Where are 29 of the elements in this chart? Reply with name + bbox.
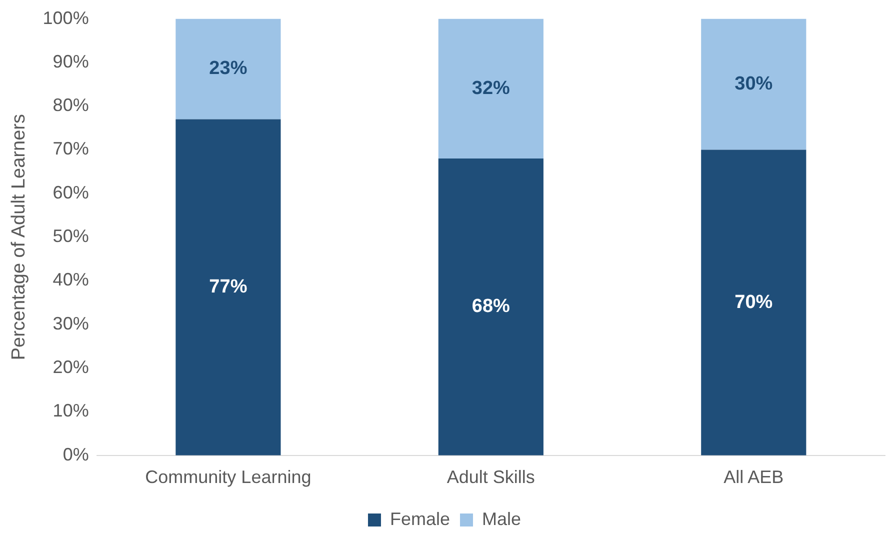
y-tick-label: 30%	[52, 313, 89, 334]
bar	[176, 119, 281, 456]
y-axis-title: Percentage of Adult Learners	[8, 114, 30, 360]
data-label: 68%	[472, 296, 510, 318]
x-tick-label: All AEB	[724, 467, 784, 488]
bar	[438, 18, 544, 159]
y-tick-label: 0%	[62, 444, 89, 464]
bar	[438, 158, 544, 456]
data-label: 70%	[734, 292, 773, 313]
y-tick-label: 10%	[52, 400, 89, 421]
bar	[176, 18, 281, 120]
y-tick-label: 90%	[52, 51, 89, 72]
x-tick-label: Community Learning	[145, 467, 312, 488]
y-tick-label: 60%	[52, 182, 89, 202]
x-tick-label: Adult Skills	[446, 467, 535, 488]
y-tick-label: 100%	[42, 8, 89, 28]
y-tick-label: 80%	[52, 95, 89, 116]
data-label: 30%	[734, 74, 773, 95]
legend-label: Male	[482, 508, 522, 529]
data-label: 23%	[209, 58, 248, 80]
y-tick-label: 40%	[52, 270, 89, 290]
bar	[701, 18, 806, 150]
bar	[701, 150, 806, 456]
data-label: 32%	[472, 78, 510, 99]
legend-label: Female	[390, 508, 450, 529]
data-label: 77%	[209, 276, 248, 298]
y-tick-label: 20%	[52, 357, 89, 378]
y-tick-label: 50%	[52, 226, 89, 246]
y-tick-label: 70%	[52, 138, 89, 159]
